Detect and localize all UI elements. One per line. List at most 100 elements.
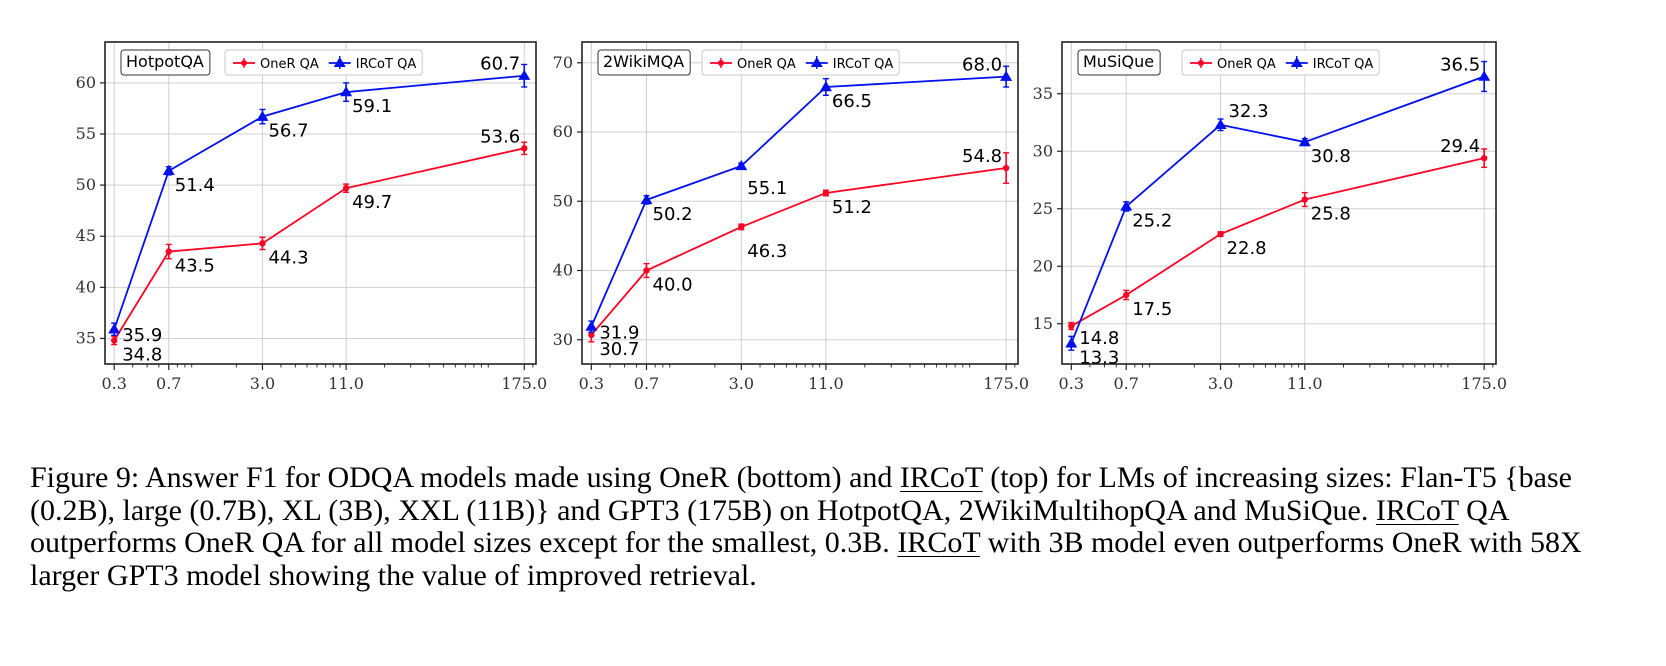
y-tick-label: 50 — [553, 191, 573, 210]
data-label-oner: 51.2 — [832, 197, 872, 218]
data-label-oner: 53.6 — [480, 126, 520, 147]
y-tick-label: 20 — [1033, 256, 1053, 275]
y-tick-label: 35 — [1033, 84, 1053, 103]
data-label-ircot: 32.3 — [1229, 101, 1269, 122]
panel-title-text: HotpotQA — [126, 52, 204, 71]
data-point-oner — [1217, 230, 1224, 238]
data-point-ircot — [585, 320, 598, 331]
data-label-oner: 29.4 — [1440, 136, 1480, 157]
data-point-ircot — [108, 323, 121, 334]
legend-box — [224, 49, 423, 76]
x-tick-label: 3.0 — [729, 374, 754, 393]
legend-box — [1181, 49, 1380, 76]
data-point-oner — [111, 337, 118, 344]
caption-part-2: (top) for LMs of increasing sizes: Flan-… — [30, 461, 1572, 527]
data-label-ircot: 56.7 — [268, 121, 308, 142]
legend-label-ircot: IRCoT QA — [356, 57, 417, 72]
y-tick-label: 35 — [76, 328, 96, 347]
data-label-ircot: 50.2 — [653, 204, 693, 225]
y-tick-label: 70 — [553, 53, 573, 72]
data-label-oner: 40.0 — [653, 275, 693, 296]
panel-title-box — [1077, 49, 1161, 76]
x-tick-label: 0.7 — [634, 374, 659, 393]
data-label-oner: 30.7 — [599, 339, 639, 360]
legend-label-ircot: IRCoT QA — [1313, 57, 1374, 72]
data-point-oner — [588, 331, 595, 339]
data-label-oner: 46.3 — [747, 241, 787, 262]
data-point-ircot — [735, 159, 748, 171]
data-point-ircot — [162, 164, 175, 175]
data-label-oner: 14.8 — [1079, 328, 1119, 349]
data-point-ircot — [1065, 337, 1078, 348]
data-label-ircot: 68.0 — [962, 55, 1002, 76]
series-line-ircot — [113, 74, 525, 330]
chart-panel-0: 35 40 45 50 55 60 0.3 0.7 3.0 11.0 175.0 34.8 43.5 44… — [76, 41, 547, 393]
data-label-ircot: 66.5 — [832, 91, 872, 112]
figure-charts: 35 40 45 50 55 60 0.3 0.7 3.0 11.0 175.0 34.8 43.5 44… — [76, 41, 1507, 393]
y-tick-label: 50 — [76, 175, 96, 194]
data-point-oner — [521, 145, 528, 152]
data-point-ircot — [1214, 118, 1227, 129]
data-point-oner — [643, 267, 650, 274]
legend: OneR QA IRCoT QA — [701, 49, 900, 76]
y-tick-label: 30 — [1033, 141, 1053, 160]
x-tick-label: 3.0 — [1208, 374, 1233, 393]
panel-title-box — [597, 49, 691, 76]
data-label-oner: 54.8 — [962, 146, 1002, 167]
data-point-ircot — [1298, 136, 1311, 147]
figure-caption: Figure 9: Answer F1 for ODQA models made… — [30, 461, 1640, 592]
axes-frame — [104, 41, 537, 365]
x-tick-label: 175.0 — [1461, 374, 1507, 393]
y-tick-label: 15 — [1033, 314, 1053, 333]
chart-panel-1: 30 40 50 60 70 0.3 0.7 3.0 11.0 175.0 30.7 40.0 46.3… — [553, 41, 1029, 393]
data-point-ircot — [640, 193, 653, 205]
x-tick-label: 0.3 — [579, 374, 604, 393]
legend-label-oner: OneR QA — [737, 57, 796, 72]
panel-title: 2WikiMQA — [597, 49, 691, 76]
x-tick-label: 0.7 — [1113, 374, 1138, 393]
data-label-ircot: 25.2 — [1132, 210, 1172, 231]
x-tick-label: 175.0 — [501, 374, 547, 393]
x-tick-label: 11.0 — [1287, 374, 1323, 393]
data-point-oner — [342, 184, 350, 192]
data-label-ircot: 51.4 — [175, 175, 215, 196]
data-point-oner — [738, 223, 745, 231]
data-point-oner — [165, 248, 172, 255]
caption-ircot-1: IRCoT — [899, 461, 983, 494]
data-point-oner — [1002, 164, 1010, 172]
y-tick-label: 40 — [76, 277, 96, 296]
y-tick-label: 25 — [1033, 199, 1053, 218]
data-label-oner: 43.5 — [175, 256, 215, 277]
series-line-oner — [590, 167, 1007, 336]
caption-ircot-3: IRCoT — [897, 526, 981, 559]
x-tick-label: 0.7 — [156, 374, 181, 393]
legend: OneR QA IRCoT QA — [224, 49, 423, 76]
x-tick-label: 175.0 — [983, 374, 1029, 393]
x-tick-label: 0.3 — [101, 374, 126, 393]
data-point-oner — [1068, 322, 1075, 330]
data-point-oner — [1123, 291, 1130, 299]
data-point-ircot — [1000, 70, 1013, 81]
data-point-oner — [822, 189, 830, 197]
y-tick-label: 55 — [76, 124, 96, 143]
caption-part-4: with 3B model even outperforms OneR with… — [30, 526, 1582, 592]
panel-title: MuSiQue — [1077, 49, 1161, 76]
data-label-oner: 25.8 — [1311, 204, 1351, 225]
axes-frame — [1061, 41, 1497, 365]
panel-title-box — [120, 49, 211, 76]
data-label-oner: 17.5 — [1132, 299, 1172, 320]
data-point-oner — [1301, 196, 1308, 203]
data-label-ircot: 30.8 — [1311, 146, 1351, 167]
panel-title-text: MuSiQue — [1083, 52, 1154, 71]
x-tick-label: 3.0 — [250, 374, 275, 393]
data-point-ircot — [518, 69, 531, 80]
data-label-ircot: 55.1 — [747, 178, 787, 199]
panel-title: HotpotQA — [120, 49, 211, 76]
data-point-ircot — [340, 86, 353, 97]
caption-ircot-2: IRCoT — [1375, 493, 1459, 527]
y-tick-label: 40 — [553, 261, 573, 280]
x-tick-label: 11.0 — [808, 374, 844, 393]
data-label-ircot: 59.1 — [352, 96, 392, 117]
data-point-ircot — [256, 110, 269, 121]
legend-label-oner: OneR QA — [260, 57, 319, 72]
